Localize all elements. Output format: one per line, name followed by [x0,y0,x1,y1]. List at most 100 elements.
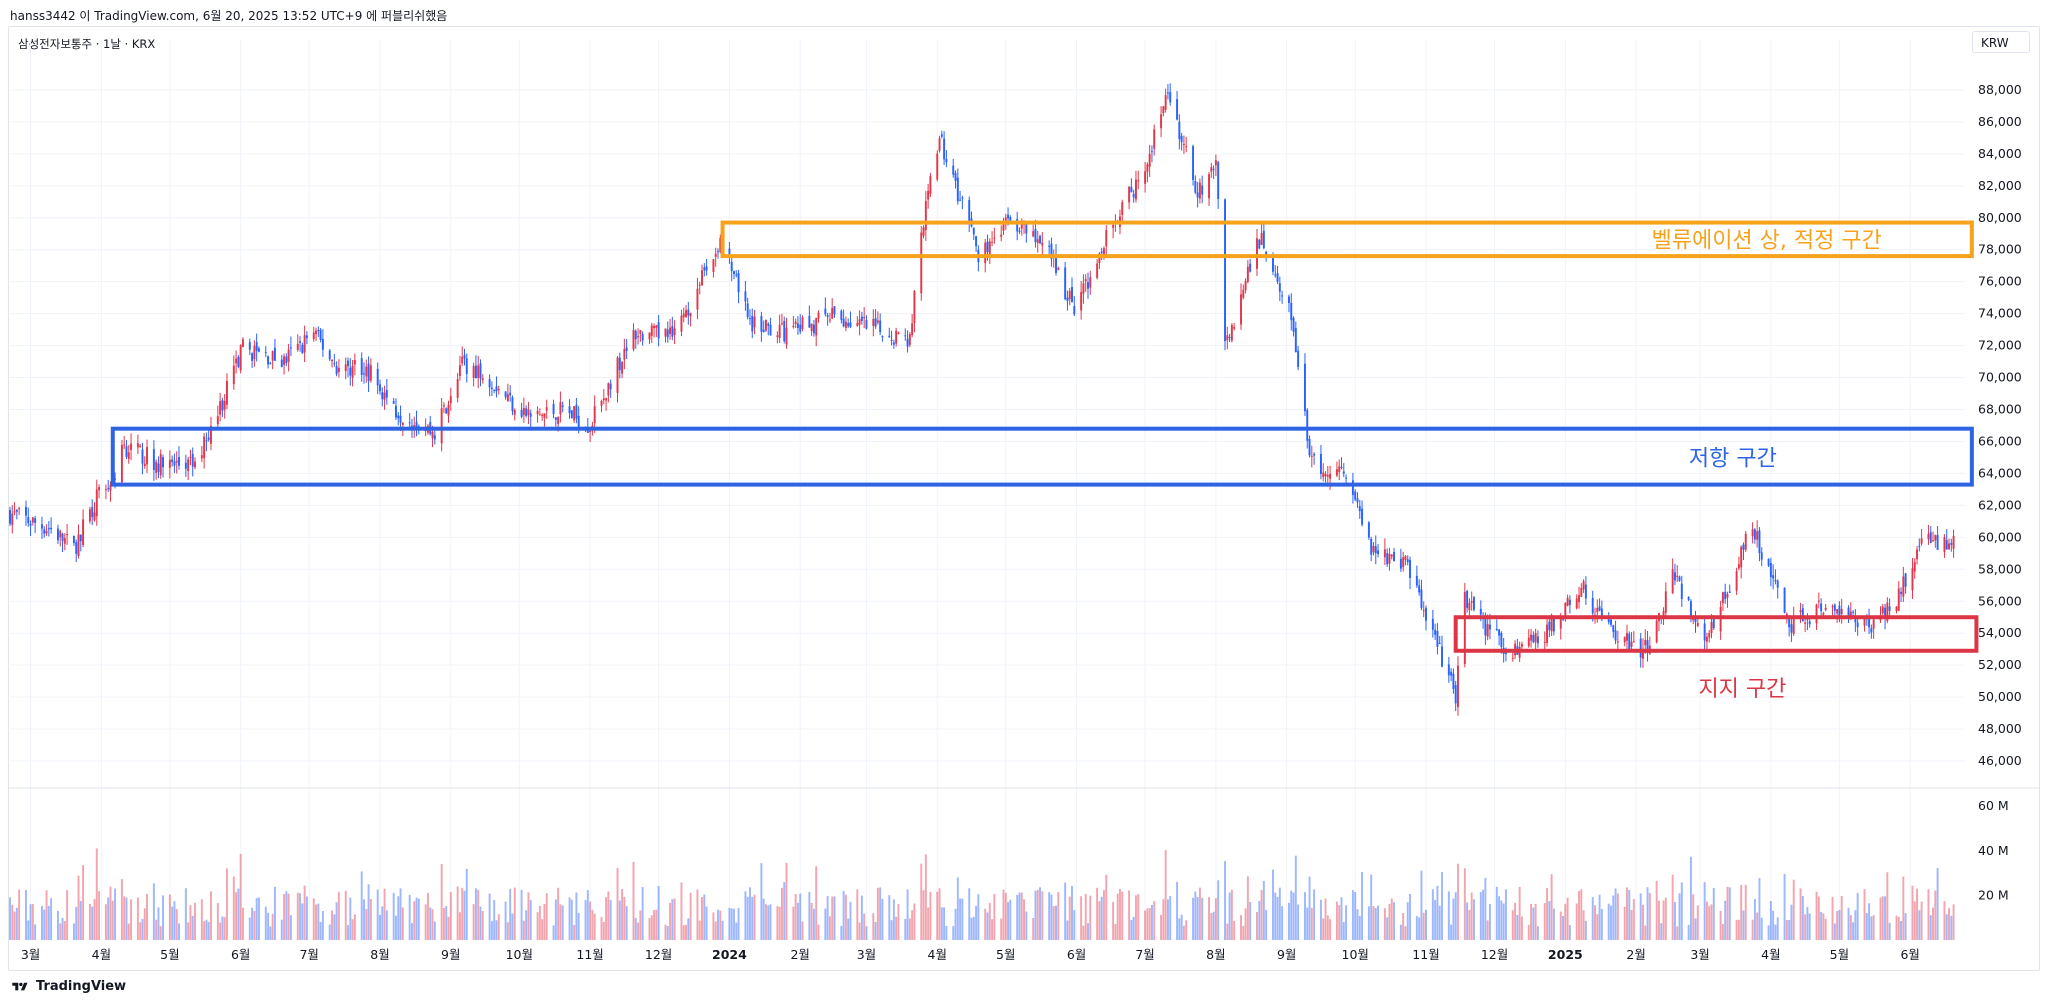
volume-bar [808,892,811,940]
volume-bar [1434,900,1437,940]
volume-bar [1370,874,1373,940]
candle-body [1071,287,1073,303]
candle-body [860,316,863,321]
volume-bar [1345,905,1348,940]
candle-body [205,440,208,442]
volume-bar [513,887,516,940]
candle-body [15,509,18,512]
volume-bar [27,920,30,940]
candle-body [1902,576,1905,597]
volume-bar [1831,896,1834,940]
tradingview-footer[interactable]: TradingView [10,979,126,994]
candle-body [666,329,669,338]
candle-body [1020,223,1023,229]
candle-body [1927,533,1930,540]
volume-bar [125,897,128,940]
volume-bar [1498,896,1501,940]
candle-body [828,319,831,321]
candle-body [1447,664,1450,676]
candle-body [536,410,539,415]
volume-bar [1664,897,1667,940]
candle-body [1559,618,1562,629]
volume-bar [1518,886,1521,940]
volume-bar [1466,902,1469,940]
candle-body [728,248,731,258]
time-tick-label: 3월 [1690,947,1709,962]
volume-bar [1760,917,1763,940]
time-tick-label: 11월 [1412,947,1439,962]
candle-body [107,488,110,490]
candle-body [1900,591,1903,595]
volume-bar [849,901,852,940]
volume-bar [906,889,909,940]
candle-body [557,416,560,424]
volume-bar [1358,915,1361,940]
volume-bar [897,903,900,940]
time-tick-label: 10월 [506,947,533,962]
candle-body [1377,550,1380,554]
price-tick-label: 88,000 [1978,82,2022,97]
volume-bar [1208,897,1211,940]
volume-bar [424,904,427,940]
candle-body [1532,635,1535,643]
candle-body [607,383,610,396]
currency-selector[interactable]: KRW [1972,31,2030,53]
candle-body [616,357,619,393]
candle-body [445,408,448,414]
volume-bar [392,892,395,940]
candle-body [365,366,368,377]
volume-bar [472,904,475,940]
volume-bar [397,896,400,940]
volume-bar [1870,916,1873,940]
candle-body [833,306,836,315]
volume-bar [687,918,690,940]
volume-bar [1671,874,1674,940]
volume-tick-label: 20 M [1978,887,2009,902]
candle-body [1297,350,1300,367]
volume-bar [780,887,783,940]
candle-body [1580,588,1583,597]
candle-body [1614,630,1617,641]
volume-bar [1879,897,1882,940]
volume-bar [1224,861,1226,940]
volume-bar [333,914,336,940]
volume-bar [331,910,333,940]
volume-bar [1084,893,1087,940]
volume-bar [1550,874,1553,940]
volume-bar [1644,925,1647,940]
volume-bar [1913,901,1916,940]
volume-bar [1367,906,1370,940]
zone-box-support-zone [1453,615,1979,653]
volume-bar [349,897,352,940]
volume-bar [1865,913,1868,940]
candle-body [401,422,404,425]
candle-body [1240,294,1242,325]
volume-bar [986,912,989,940]
candle-body [337,367,340,373]
volume-bar [410,923,413,940]
volume-bar [1484,877,1487,940]
candle-body [1450,671,1453,676]
candle-body [1546,624,1549,644]
candle-body [1753,529,1756,540]
candle-body [1817,600,1820,602]
candle-body [1943,536,1946,552]
candle-body [1584,584,1587,599]
volume-bar [168,894,171,940]
volume-bar [778,906,781,940]
volume-bar [283,893,286,940]
candle-body [463,355,466,359]
volume-bar [360,871,363,940]
volume-bar [1472,899,1475,940]
volume-bar [1756,912,1759,940]
candle-body [780,323,783,325]
candle-body [232,365,235,385]
candle-body [1418,585,1421,593]
symbol-info[interactable]: 삼성전자보통주 · 1날 · KRX [18,37,156,51]
candle-body [717,251,719,253]
volume-bar [1162,899,1165,940]
volume-bar [1041,891,1044,940]
candle-body [703,267,706,271]
candle-body [11,513,14,526]
